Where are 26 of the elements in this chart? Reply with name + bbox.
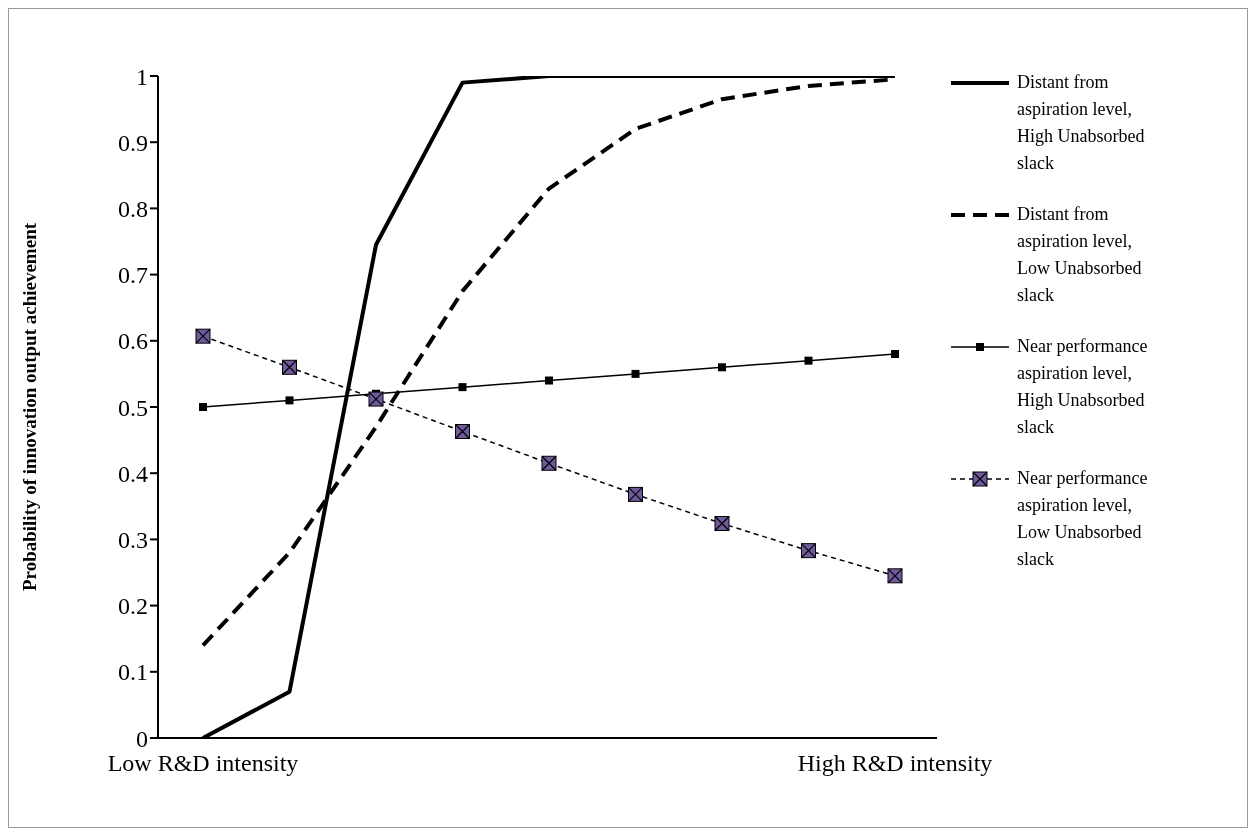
point: [458, 383, 467, 392]
y-axis-title: Probability of innovation output achievement: [18, 222, 40, 592]
y-tick-label: 0.2: [118, 593, 148, 620]
y-tick-label: 0.3: [118, 526, 148, 553]
point: [804, 356, 813, 365]
x-tick-label: High R&D intensity: [797, 750, 993, 777]
point: [545, 376, 553, 385]
legend-label: Distant from aspiration level, High Unabsorbed slack: [1017, 71, 1146, 175]
x-tick-label: Low R&D intensity: [107, 750, 299, 777]
y-tick-label: 0.8: [118, 195, 148, 222]
legend-label: Near performance aspiration level, High Unabsorbed slack: [1017, 335, 1149, 439]
y-tick-label: 0: [136, 725, 148, 752]
point: [285, 396, 294, 405]
y-tick-label: 0.5: [118, 394, 148, 421]
legend-label: Near performance aspiration level, Low Unabsorbed slack: [1017, 467, 1149, 571]
y-tick-label: 1: [136, 63, 148, 90]
y-tick-label: 0.4: [118, 460, 148, 487]
y-tick-label: 0.6: [118, 328, 148, 355]
point: [718, 363, 726, 372]
point: [631, 369, 640, 378]
legend-label: Distant from aspiration level, Low Unabsorbed slack: [1017, 203, 1143, 307]
point: [891, 350, 899, 359]
point: [199, 403, 207, 411]
y-tick-label: 0.7: [118, 262, 148, 289]
y-tick-label: 0.9: [118, 129, 148, 156]
y-tick-label: 0.1: [118, 659, 148, 686]
